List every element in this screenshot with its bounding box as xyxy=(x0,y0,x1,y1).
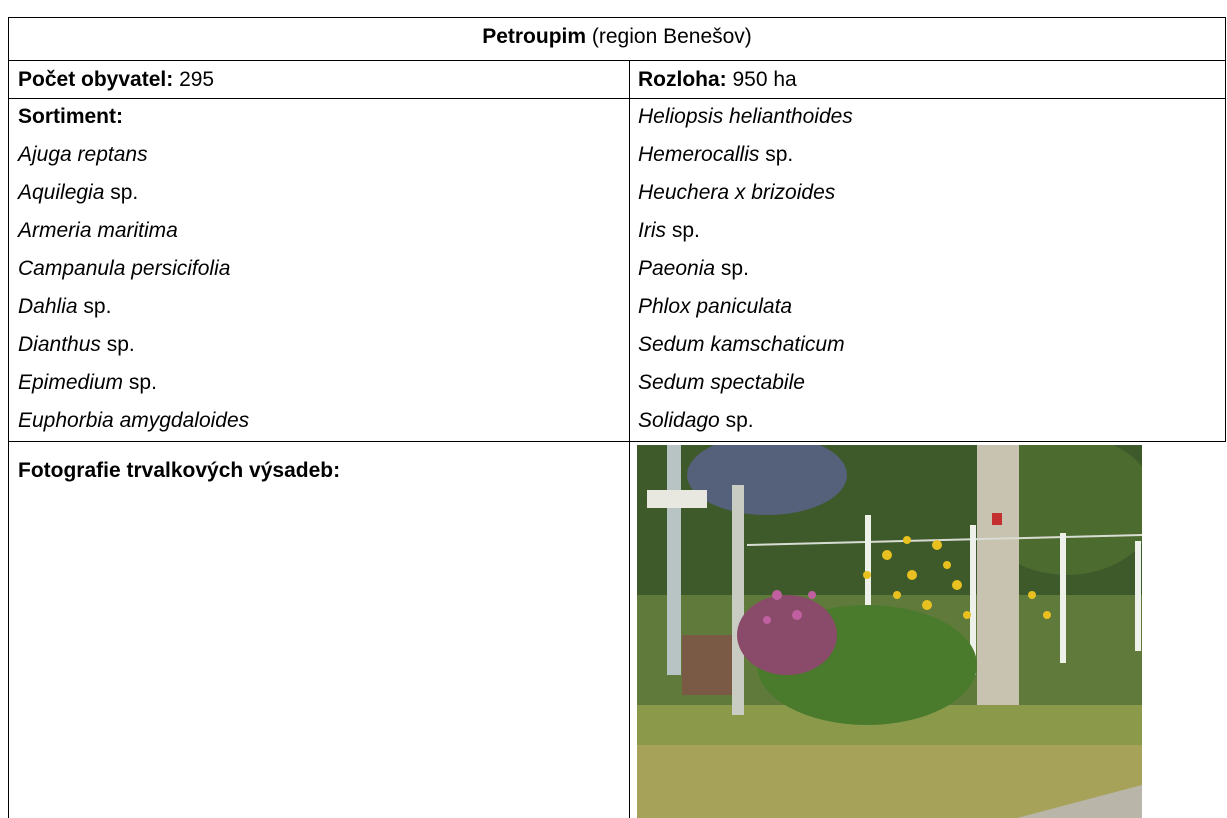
suffix: sp. xyxy=(106,333,135,356)
suffix: sp. xyxy=(725,409,754,432)
species: Hemerocallis sp. xyxy=(638,136,793,174)
suffix: sp. xyxy=(83,295,112,318)
suffix: sp. xyxy=(128,371,157,394)
region: (region Benešov) xyxy=(591,25,752,48)
genus: Ajuga reptans xyxy=(18,143,148,166)
genus: Heliopsis helianthoides xyxy=(638,105,853,128)
genus: Iris xyxy=(638,219,666,242)
species: Epimedium sp. xyxy=(18,364,157,402)
border xyxy=(8,441,1226,442)
value: 950 ha xyxy=(732,68,797,91)
species: Campanula persicifolia xyxy=(18,250,230,288)
genus: Hemerocallis xyxy=(638,143,760,166)
genus: Euphorbia amygdaloides xyxy=(18,409,250,432)
species: Ajuga reptans xyxy=(18,136,148,174)
genus: Aquilegia xyxy=(18,181,105,204)
border xyxy=(8,60,1226,61)
title: Petroupim (region Benešov) xyxy=(8,18,1226,56)
species: Sedum kamschaticum xyxy=(638,326,845,364)
border xyxy=(629,60,630,818)
genus: Paeonia xyxy=(638,257,716,280)
suffix: sp. xyxy=(720,257,749,280)
species: Heliopsis helianthoides xyxy=(638,98,853,136)
species: Aquilegia sp. xyxy=(18,174,138,212)
genus: Sedum kamschaticum xyxy=(638,333,845,356)
species: Armeria maritima xyxy=(18,212,178,250)
label: Rozloha: xyxy=(638,68,727,91)
label: Sortiment: xyxy=(18,105,123,128)
species: Euphorbia amygdaloides xyxy=(18,402,249,440)
genus: Dianthus xyxy=(18,333,101,356)
border xyxy=(1225,17,1226,442)
genus: Campanula persicifolia xyxy=(18,257,231,280)
species: Phlox paniculata xyxy=(638,288,792,326)
value: 295 xyxy=(179,68,215,91)
label: Fotografie trvalkových výsadeb: xyxy=(18,459,341,482)
species: Iris sp. xyxy=(638,212,700,250)
border xyxy=(8,17,9,818)
photos-label: Fotografie trvalkových výsadeb: xyxy=(18,452,340,490)
genus: Epimedium xyxy=(18,371,124,394)
genus: Sedum spectabile xyxy=(638,371,805,394)
border xyxy=(8,98,1226,99)
population: Počet obyvatel: 295 xyxy=(18,61,214,99)
genus: Dahlia xyxy=(18,295,78,318)
species: Solidago sp. xyxy=(638,402,754,440)
species: Dahlia sp. xyxy=(18,288,111,326)
photo xyxy=(637,445,1142,818)
genus: Solidago xyxy=(638,409,720,432)
place-name: Petroupim xyxy=(482,25,587,48)
border xyxy=(8,17,1226,18)
species: Heuchera x brizoides xyxy=(638,174,835,212)
assortment-label: Sortiment: xyxy=(18,98,123,136)
genus: Heuchera x brizoides xyxy=(638,181,836,204)
area: Rozloha: 950 ha xyxy=(638,61,797,99)
label: Počet obyvatel: xyxy=(18,68,174,91)
species: Paeonia sp. xyxy=(638,250,749,288)
genus: Armeria maritima xyxy=(18,219,178,242)
species: Dianthus sp. xyxy=(18,326,135,364)
genus: Phlox paniculata xyxy=(638,295,793,318)
suffix: sp. xyxy=(765,143,794,166)
species: Sedum spectabile xyxy=(638,364,805,402)
suffix: sp. xyxy=(110,181,139,204)
suffix: sp. xyxy=(671,219,700,242)
